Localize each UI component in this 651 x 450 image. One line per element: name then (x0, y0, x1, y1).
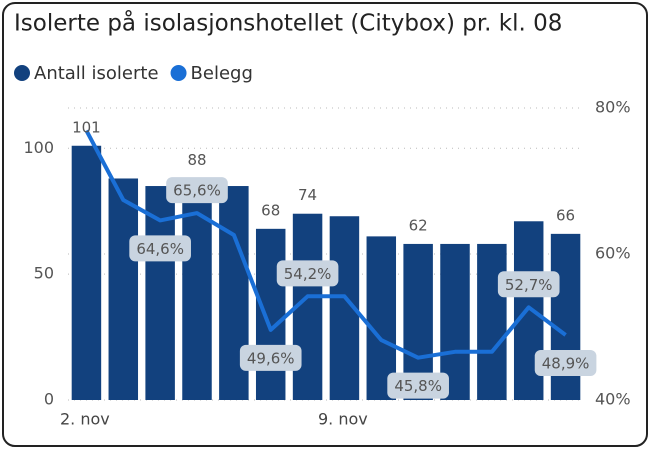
data-label-box (239, 344, 302, 371)
data-label: 74 (298, 186, 317, 204)
line (84, 129, 567, 360)
data-label: 64,6% (136, 240, 184, 258)
y2-tick-label: 60% (595, 244, 631, 263)
bar (71, 145, 102, 400)
x-tick-label: 2. nov (60, 410, 110, 429)
data-label-box (129, 235, 191, 262)
y-tick-label: 50 (34, 264, 54, 283)
data-label: 88 (187, 151, 206, 169)
data-label: 65,6% (173, 182, 221, 200)
data-label: 66 (556, 206, 575, 224)
data-label: 48,9% (542, 355, 590, 373)
legend-marker (170, 65, 187, 81)
data-label-box (276, 260, 339, 287)
y-tick-label: 0 (44, 390, 54, 409)
data-label: 62 (409, 216, 428, 234)
y2-tick-label: 80% (595, 98, 631, 117)
x-tick-label: 9. nov (318, 410, 368, 429)
y-tick-label: 100 (23, 138, 54, 157)
bar (477, 243, 507, 400)
y2-tick-label: 40% (595, 390, 631, 409)
data-label-box (387, 372, 449, 399)
data-label-box (166, 177, 228, 204)
data-label-box (534, 350, 597, 377)
legend-marker (14, 65, 30, 81)
data-label: 49,6% (247, 349, 295, 367)
data-label: 45,8% (394, 377, 442, 395)
legend-label: Belegg (191, 63, 253, 84)
data-label: 52,7% (505, 276, 553, 294)
bar (366, 236, 397, 400)
bar (255, 228, 286, 400)
chart-title: Isolerte på isolasjonshotellet (Citybox)… (14, 9, 562, 37)
data-label: 101 (72, 118, 101, 136)
data-label: 54,2% (284, 265, 332, 283)
data-label: 68 (261, 201, 280, 219)
legend-label: Antall isolerte (34, 63, 159, 84)
data-label-box (497, 271, 560, 298)
bar (108, 178, 139, 400)
